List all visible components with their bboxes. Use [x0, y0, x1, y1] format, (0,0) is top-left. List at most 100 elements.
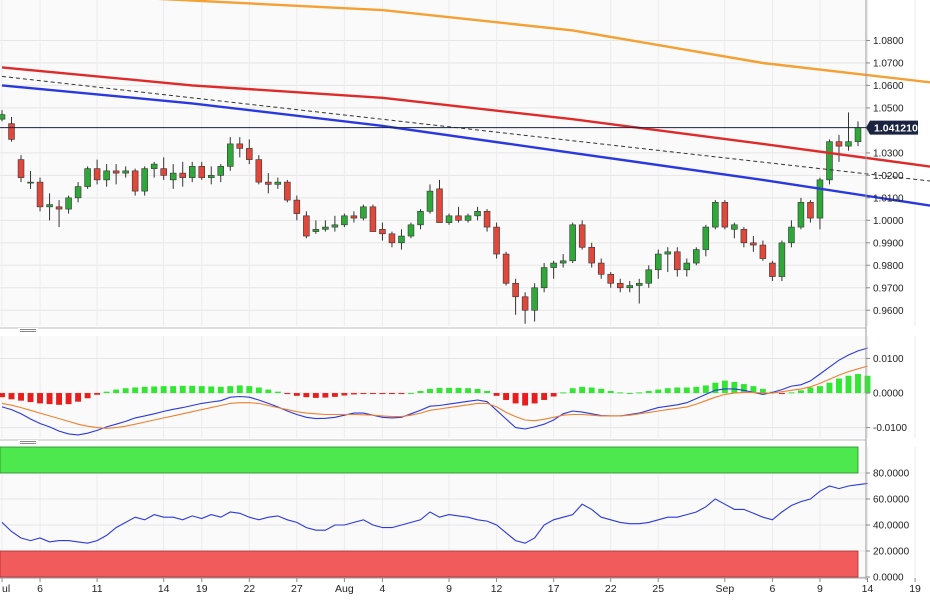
- macd-bar-positive: [455, 387, 462, 394]
- candle-bearish: [521, 296, 529, 311]
- macd-bar-positive: [227, 386, 234, 394]
- macd-bar-positive: [721, 380, 728, 394]
- candle-bearish: [369, 206, 377, 232]
- macd-bar-positive: [198, 386, 205, 394]
- candle-bearish: [131, 170, 139, 192]
- macd-axis-label: 0.0100: [873, 354, 904, 365]
- macd-bar-positive: [759, 388, 766, 394]
- candle-bullish: [312, 229, 320, 232]
- price-axis-label: 1.0800: [873, 36, 904, 47]
- pane-resize-handle[interactable]: [18, 328, 38, 333]
- candle-bullish: [788, 226, 795, 244]
- macd-bar-negative: [341, 393, 348, 396]
- candle-bullish: [84, 168, 91, 187]
- last-price-label: 1.041210: [874, 122, 918, 134]
- time-axis-label: 17: [548, 583, 560, 595]
- macd-bar-positive: [645, 390, 652, 394]
- candle-bearish: [265, 181, 272, 185]
- macd-bar-positive: [655, 389, 662, 394]
- candle-bullish: [655, 253, 662, 271]
- candle-bearish: [835, 141, 843, 147]
- candle-bearish: [55, 206, 63, 210]
- time-axis-label: 6: [37, 583, 43, 595]
- candle-bearish: [8, 123, 15, 140]
- macd-bar-negative: [531, 393, 538, 404]
- macd-bar-positive: [664, 388, 671, 394]
- macd-bar-positive: [122, 388, 129, 394]
- macd-bar-positive: [103, 391, 110, 394]
- macd-axis-label: -0.0100: [873, 423, 907, 434]
- candle-bearish: [246, 148, 253, 160]
- candle-bullish: [474, 211, 481, 217]
- candle-bearish: [179, 172, 186, 178]
- time-axis-label: 12: [491, 583, 503, 595]
- candle-bearish: [616, 282, 624, 289]
- candle-bearish: [588, 247, 595, 264]
- macd-bar-positive: [836, 378, 842, 394]
- price-axis-label: 0.9700: [873, 283, 904, 294]
- time-axis-label: ul: [2, 583, 10, 595]
- candle-bullish: [407, 224, 415, 237]
- candle-bearish: [769, 262, 776, 277]
- macd-bar-positive: [788, 392, 795, 394]
- candle-bullish: [731, 224, 738, 230]
- candle-bullish: [65, 197, 72, 210]
- grid-lines: [0, 0, 916, 578]
- macd-bar-negative: [37, 393, 43, 404]
- candle-bearish: [436, 188, 443, 223]
- pane-resize-handle[interactable]: [18, 440, 38, 445]
- macd-indicator: [0, 347, 871, 436]
- candle-bullish: [645, 269, 653, 284]
- macd-bar-positive: [160, 386, 167, 394]
- macd-bar-positive: [617, 392, 624, 394]
- candle-bearish: [455, 215, 462, 221]
- macd-bar-positive: [170, 386, 177, 394]
- macd-bar-positive: [740, 384, 747, 394]
- trendline-dashed-line: [1, 75, 930, 182]
- macd-bar-positive: [274, 391, 281, 394]
- macd-bar-negative: [65, 393, 72, 405]
- price-pane[interactable]: [0, 0, 866, 326]
- time-axis-label: 22: [605, 583, 617, 595]
- time-axis-label: Sep: [716, 583, 735, 595]
- macd-bar-positive: [189, 385, 196, 394]
- candle-bearish: [740, 229, 748, 244]
- macd-bar-negative: [303, 393, 310, 398]
- macd-bar-negative: [27, 393, 34, 403]
- rsi-oversold-zone: [0, 550, 859, 578]
- price-axis-label: 1.0000: [873, 216, 904, 227]
- macd-bar-positive: [465, 388, 471, 394]
- macd-bar-negative: [322, 393, 329, 398]
- candle-bearish: [112, 170, 120, 174]
- candle-bullish: [274, 181, 282, 185]
- price-axis-label: 1.0100: [873, 193, 904, 204]
- macd-bar-positive: [588, 387, 595, 394]
- candle-bearish: [721, 202, 729, 228]
- rsi-axis-label: 60.0000: [873, 495, 910, 506]
- macd-bar-negative: [56, 393, 63, 405]
- candle-bullish: [227, 143, 234, 167]
- candle-bullish: [46, 204, 53, 208]
- candle-bullish: [426, 190, 434, 212]
- sma-red-line: [1, 66, 930, 168]
- macd-bar-positive: [579, 386, 586, 394]
- candle-bearish: [597, 262, 605, 275]
- macd-bar-negative: [778, 393, 785, 395]
- sma-orange-line: [157, 0, 930, 84]
- macd-bar-positive: [626, 393, 633, 395]
- candle-bullish: [417, 211, 424, 226]
- macd-bar-positive: [217, 386, 224, 394]
- candle-bullish: [150, 163, 158, 169]
- candle-bearish: [483, 211, 491, 228]
- price-axis-label: 1.0200: [873, 171, 904, 182]
- candle-bearish: [759, 244, 767, 259]
- candle-bearish: [350, 215, 358, 219]
- macd-bar-negative: [284, 393, 291, 395]
- price-axis-label: 1.0700: [873, 58, 904, 69]
- price-axis-label: 1.0500: [873, 103, 904, 114]
- macd-bar-negative: [550, 393, 557, 397]
- macd-bar-positive: [179, 385, 186, 394]
- macd-bar-negative: [493, 393, 500, 396]
